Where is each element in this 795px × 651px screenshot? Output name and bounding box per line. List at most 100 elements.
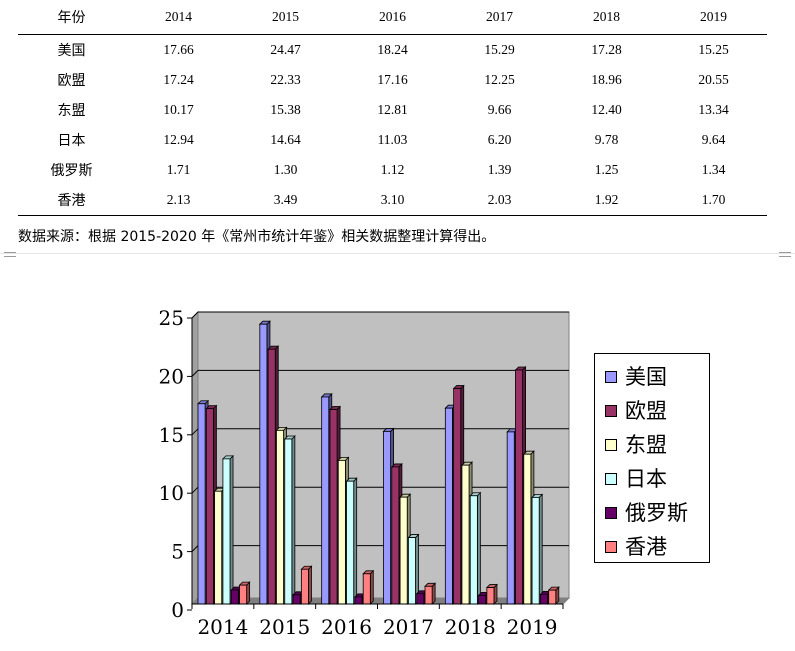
table-cell: 6.20 <box>487 132 512 147</box>
gridline <box>191 370 199 377</box>
legend-item: 日本 <box>605 462 709 496</box>
legend-item: 欧盟 <box>605 394 709 428</box>
table-cell: 1.30 <box>273 162 298 177</box>
x-tick-label: 2015 <box>259 615 310 639</box>
bar <box>531 493 544 605</box>
legend-item: 俄罗斯 <box>605 496 709 530</box>
table-cell: 20.55 <box>698 72 729 87</box>
bar <box>547 586 560 605</box>
gridline <box>191 311 199 319</box>
table-row: 美国 17.66 24.47 18.24 15.29 17.28 15.25 <box>18 35 767 66</box>
table-cell: 东盟 <box>57 103 86 119</box>
table-cell: 13.34 <box>698 102 729 117</box>
chart-legend: 美国欧盟东盟日本俄罗斯香港 <box>594 353 710 563</box>
table-cell: 17.16 <box>377 72 408 87</box>
table-cell: 15.38 <box>270 102 301 117</box>
legend-swatch <box>605 473 617 485</box>
bar <box>221 454 234 605</box>
table-cell: 1.71 <box>166 162 191 177</box>
table-row: 东盟 10.17 15.38 12.81 9.66 12.40 13.34 <box>18 95 767 125</box>
gridline <box>191 545 199 552</box>
table-cell: 14.64 <box>270 132 301 147</box>
margin-mark-right <box>779 250 791 260</box>
table-cell: 15.29 <box>484 42 515 57</box>
table-cell: 22.33 <box>270 72 301 87</box>
header-cell: 2018 <box>553 0 660 35</box>
bar <box>469 491 482 605</box>
table-row: 香港 2.13 3.49 3.10 2.03 1.92 1.70 <box>18 185 767 216</box>
bar <box>345 477 358 605</box>
table-row: 欧盟 17.24 22.33 17.16 12.25 18.96 20.55 <box>18 65 767 95</box>
table-cell: 1.39 <box>487 162 512 177</box>
table-cell: 1.25 <box>594 162 619 177</box>
table-cell: 3.49 <box>232 185 339 216</box>
table-cell: 2.03 <box>446 185 553 216</box>
bar <box>424 582 437 605</box>
x-tick-label: 2016 <box>321 615 372 639</box>
x-tick-label: 2014 <box>197 615 248 639</box>
table-cell: 2.13 <box>125 185 232 216</box>
table-cell: 1.12 <box>380 162 405 177</box>
table-header-row: 年份 2014 2015 2016 2017 2018 2019 <box>18 0 767 35</box>
legend-item: 东盟 <box>605 428 709 462</box>
header-cell: 2019 <box>660 0 767 35</box>
y-tick-label: 20 <box>159 364 184 388</box>
y-tick-label: 5 <box>171 540 184 564</box>
source-note: 数据来源：根据 2015-2020 年《常州市统计年鉴》相关数据整理计算得出。 <box>18 229 496 245</box>
legend-swatch <box>605 371 617 383</box>
table-row: 日本 12.94 14.64 11.03 6.20 9.78 9.64 <box>18 125 767 155</box>
table-row: 俄罗斯 1.71 1.30 1.12 1.39 1.25 1.34 <box>18 155 767 185</box>
legend-swatch <box>605 439 617 451</box>
table-cell: 欧盟 <box>57 73 86 89</box>
table-cell: 12.40 <box>591 102 622 117</box>
table-cell: 1.34 <box>701 162 726 177</box>
gridline <box>191 428 199 436</box>
x-tick-label: 2018 <box>445 615 496 639</box>
table-cell: 12.94 <box>163 132 194 147</box>
legend-label: 欧盟 <box>625 398 667 423</box>
y-tick-label: 10 <box>159 481 184 505</box>
table-cell: 12.81 <box>377 102 408 117</box>
bar <box>485 583 498 605</box>
table-cell: 10.17 <box>163 102 194 117</box>
table-cell: 9.78 <box>594 132 619 147</box>
table-cell: 9.64 <box>701 132 726 147</box>
table-cell: 9.66 <box>487 102 512 117</box>
legend-item: 美国 <box>605 360 709 394</box>
table-cell: 18.24 <box>377 42 408 57</box>
header-cell: 2016 <box>339 0 446 35</box>
table-cell: 24.47 <box>270 42 301 57</box>
header-cell: 2015 <box>232 0 339 35</box>
table-cell: 12.25 <box>484 72 515 87</box>
plot-side-wall <box>191 310 199 606</box>
bar <box>283 435 296 605</box>
legend-item: 香港 <box>605 530 709 564</box>
y-tick-label: 0 <box>171 598 184 622</box>
table-cell: 17.24 <box>163 72 194 87</box>
bar <box>407 533 420 605</box>
legend-label: 美国 <box>625 364 667 389</box>
y-tick-label: 25 <box>159 306 184 330</box>
margin-mark-left <box>4 250 16 260</box>
page-divider <box>0 253 795 254</box>
legend-label: 香港 <box>625 534 667 559</box>
legend-label: 日本 <box>625 466 667 491</box>
header-cell: 2017 <box>446 0 553 35</box>
x-tick-label: 2019 <box>507 615 558 639</box>
y-tick-label: 15 <box>159 423 184 447</box>
table-cell: 日本 <box>57 133 86 149</box>
table-cell: 11.03 <box>377 132 408 147</box>
table-cell: 15.25 <box>698 42 729 57</box>
header-cell: 年份 <box>18 0 125 35</box>
legend-swatch <box>605 541 617 553</box>
table-cell: 美国 <box>57 43 86 59</box>
table-cell: 香港 <box>18 185 125 216</box>
legend-swatch <box>605 405 617 417</box>
data-table: 年份 2014 2015 2016 2017 2018 2019 美国 17.6… <box>18 0 767 216</box>
legend-label: 俄罗斯 <box>625 500 688 525</box>
legend-swatch <box>605 507 617 519</box>
table-cell: 俄罗斯 <box>50 163 93 179</box>
table-cell: 17.66 <box>163 42 194 57</box>
table-cell: 18.96 <box>591 72 622 87</box>
